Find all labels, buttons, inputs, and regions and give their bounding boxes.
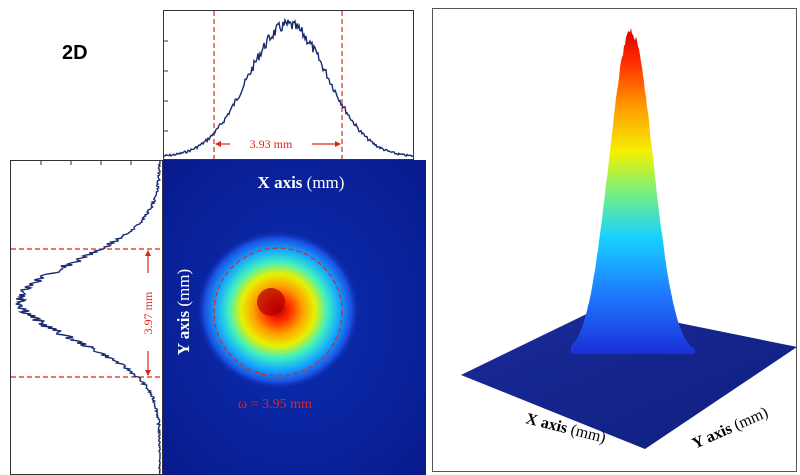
y-profile-curve <box>15 161 162 474</box>
beam-radius-circle <box>213 247 343 377</box>
x-profile-curve <box>164 17 413 158</box>
y-profile-plot: 3.97 mm <box>10 160 163 475</box>
beam-x-axis-label: X axis (mm) <box>258 173 345 192</box>
y-profile-ticks <box>40 161 132 165</box>
y-width-arrowhead-bottom <box>145 370 151 376</box>
x-width-arrowhead-right <box>335 141 341 147</box>
x-profile-svg: 3.93 mm <box>164 11 413 159</box>
y-profile-svg: 3.97 mm <box>11 161 162 474</box>
surface-3d-svg: X axis (mm) Y axis (mm) <box>461 28 796 453</box>
surface-peak <box>571 28 695 354</box>
surface-3d-panel: X axis (mm) Y axis (mm) <box>432 8 797 472</box>
y-width-arrowhead-top <box>145 250 151 256</box>
label-2d: 2D <box>62 42 88 64</box>
x-width-label: 3.93 mm <box>250 137 293 151</box>
x-width-arrowhead-left <box>215 141 221 147</box>
beam-radius-label: ω = 3.95 mm <box>238 397 312 412</box>
surface-y-axis-label: Y axis (mm) <box>690 404 771 453</box>
beam-image-svg: X axis (mm) Y axis (mm) ω = 3.95 mm <box>163 160 426 475</box>
y-width-label: 3.97 mm <box>141 291 155 334</box>
beam-intensity-image: X axis (mm) Y axis (mm) ω = 3.95 mm <box>163 160 426 475</box>
surface-floor <box>461 307 796 449</box>
beam-y-axis-label: Y axis (mm) <box>174 269 193 355</box>
beam-hot-core <box>257 288 285 316</box>
x-profile-ticks <box>164 40 168 132</box>
x-profile-plot: 3.93 mm <box>163 10 414 160</box>
